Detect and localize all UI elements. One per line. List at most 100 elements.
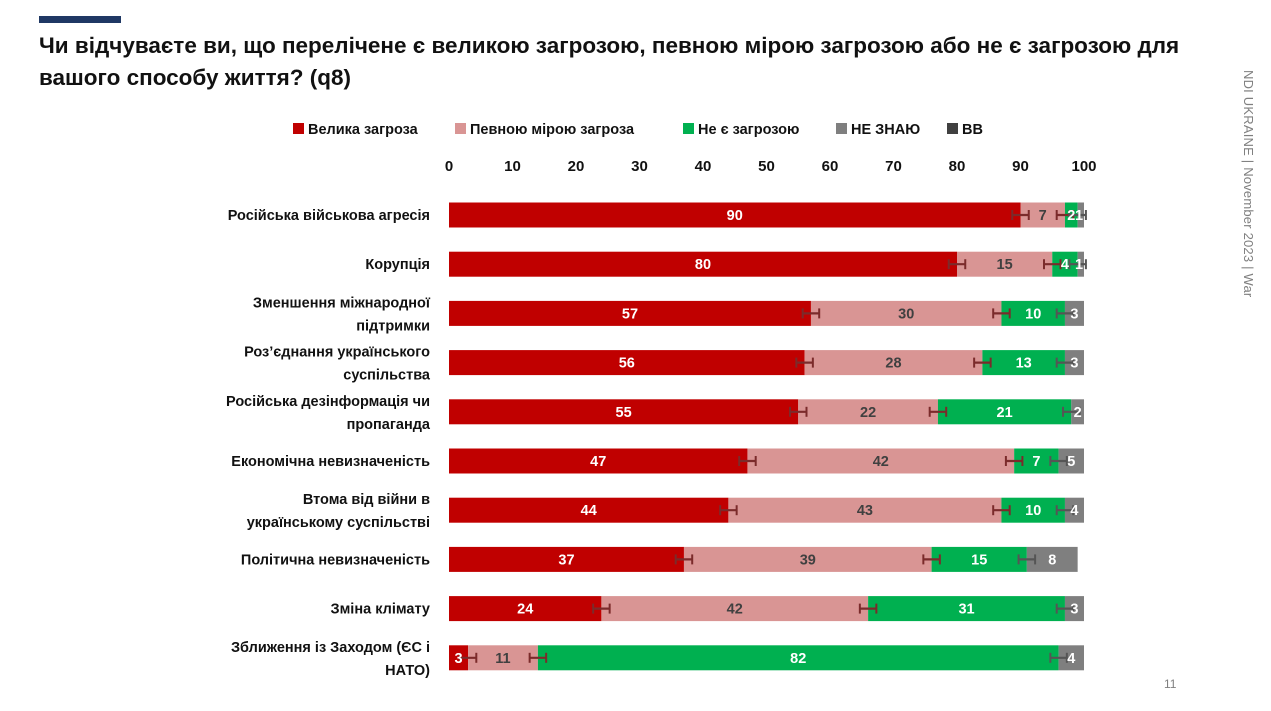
bar-segment	[449, 300, 811, 326]
x-tick-label: 50	[758, 158, 775, 175]
data-label: 31	[958, 602, 974, 618]
data-label: 13	[1016, 356, 1032, 372]
data-label: 30	[898, 306, 914, 322]
category-label-line: підтримки	[356, 318, 430, 334]
category-label-line: НАТО)	[385, 663, 430, 679]
category-label: Політична невизначеність	[241, 552, 430, 568]
error-bars	[458, 210, 1087, 663]
category-label: Економічна невизначеність	[231, 454, 430, 470]
category-label-line: Зближення із Заходом (ЄС і	[231, 640, 430, 656]
bar-segment	[1064, 497, 1084, 523]
data-label: 2	[1067, 208, 1075, 224]
category-label-line: Роз’єднання українського	[244, 345, 430, 361]
x-tick-label: 100	[1071, 158, 1096, 175]
bar-segment	[449, 251, 957, 277]
data-label: 56	[619, 356, 635, 372]
data-label: 22	[860, 405, 876, 421]
data-label: 1	[1075, 208, 1083, 224]
x-tick-label: 90	[1012, 158, 1029, 175]
data-label: 4	[1070, 503, 1078, 519]
bar-segment	[449, 202, 1021, 228]
category-label-line: пропаганда	[347, 417, 431, 433]
x-tick-label: 10	[504, 158, 521, 175]
data-label: 10	[1025, 306, 1041, 322]
data-label: 7	[1039, 208, 1047, 224]
bar-segment	[449, 596, 602, 622]
category-label: Російська дезінформація чи пропаганда	[226, 394, 431, 433]
category-labels: Російська військова агресія Корупція Зменш…	[226, 208, 431, 679]
slide-title: Чи відчуваєте ви, що перелічене є велико…	[39, 33, 1180, 90]
bar-segment	[1064, 300, 1084, 326]
bar-segment	[449, 645, 469, 671]
data-label: 3	[454, 651, 462, 667]
bar-segment	[449, 497, 729, 523]
x-tick-label: 80	[949, 158, 966, 175]
bar-segment	[601, 596, 869, 622]
legend-swatch	[836, 123, 847, 134]
x-tick-label: 30	[631, 158, 648, 175]
x-tick-label: 70	[885, 158, 902, 175]
data-label: 80	[695, 257, 711, 273]
legend-label: Певною мірою загроза	[470, 122, 635, 138]
category-label: Зближення із Заходом (ЄС і НАТО)	[231, 640, 430, 679]
legend-swatch	[293, 123, 304, 134]
page-number: 11	[1164, 677, 1177, 691]
bars	[449, 202, 1084, 671]
bar-segment	[1064, 596, 1084, 622]
bar-segment	[449, 350, 805, 376]
data-label: 3	[1070, 602, 1078, 618]
category-label: Корупція	[365, 257, 430, 273]
data-label: 57	[622, 306, 638, 322]
category-label-line: Зменшення міжнародної	[253, 295, 431, 311]
bar-segment	[537, 645, 1059, 671]
bar-segment	[868, 596, 1065, 622]
category-label: Роз’єднання українського суспільства	[244, 345, 431, 384]
legend-swatch	[947, 123, 958, 134]
bar-segment	[747, 448, 1015, 474]
category-label-line: українському суспільстві	[247, 515, 430, 531]
x-tick-label: 20	[568, 158, 585, 175]
x-tick-label: 60	[822, 158, 839, 175]
bar-segment	[1001, 497, 1065, 523]
category-label-line: Російська дезінформація чи	[226, 394, 430, 410]
data-label: 42	[873, 454, 889, 470]
bar-segment	[931, 546, 1027, 572]
bar-segment	[798, 399, 938, 425]
data-label: 90	[727, 208, 743, 224]
x-tick-label: 40	[695, 158, 712, 175]
x-axis-ticks: 0 10 20 30 40 50 60 70 80 90 100	[445, 158, 1097, 175]
data-label: 44	[581, 503, 597, 519]
data-label: 5	[1067, 454, 1075, 470]
data-label: 10	[1025, 503, 1041, 519]
legend-label: Велика загроза	[308, 122, 419, 138]
legend-swatch	[455, 123, 466, 134]
bar-segment	[449, 546, 684, 572]
data-label: 55	[616, 405, 632, 421]
data-label: 43	[857, 503, 873, 519]
data-label: 15	[997, 257, 1013, 273]
data-label: 3	[1070, 306, 1078, 322]
category-label: Втома від війни в українському суспільств…	[247, 492, 430, 531]
category-label: Зміна клімату	[331, 602, 431, 618]
bar-segment	[683, 546, 932, 572]
bar-segment	[728, 497, 1002, 523]
category-label-line: Втома від війни в	[303, 492, 430, 508]
top-accent-bar	[39, 16, 121, 23]
bar-segment	[1064, 350, 1084, 376]
data-label: 4	[1061, 257, 1069, 273]
bar-segment	[449, 399, 799, 425]
x-tick-label: 0	[445, 158, 453, 175]
bar-segment	[810, 300, 1002, 326]
data-label: 4	[1067, 651, 1075, 667]
bar-segment	[804, 350, 983, 376]
category-label-line: суспільства	[343, 368, 431, 384]
bar-segment	[957, 251, 1053, 277]
bar-segment	[982, 350, 1065, 376]
data-label: 28	[885, 356, 901, 372]
data-label: 42	[727, 602, 743, 618]
bar-segment	[468, 645, 538, 671]
data-label: 21	[997, 405, 1013, 421]
data-label: 1	[1075, 257, 1083, 273]
data-label: 37	[558, 552, 574, 568]
